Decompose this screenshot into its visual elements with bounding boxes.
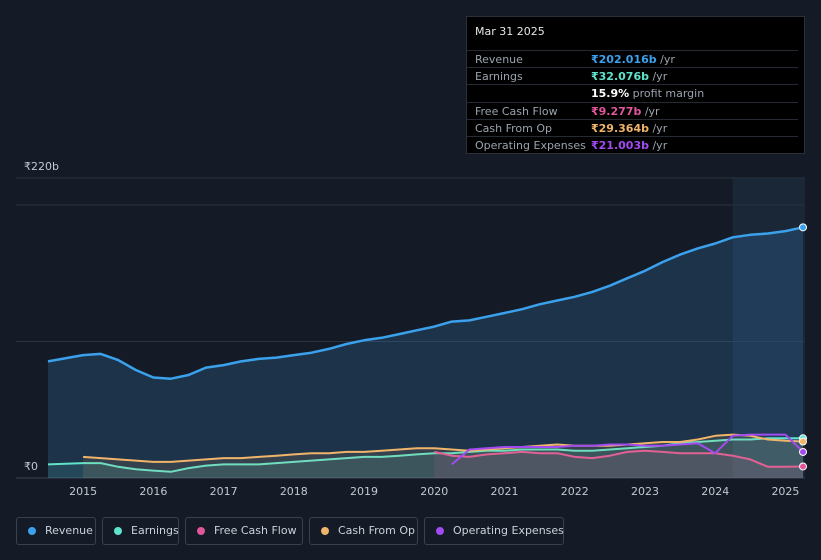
legend-item-operating-expenses[interactable]: Operating Expenses [424, 517, 564, 545]
legend-dot-icon [28, 527, 36, 535]
tooltip-row: Revenue ₹202.016b /yr [467, 50, 798, 68]
y-tick-label: ₹0 [24, 460, 38, 473]
tooltip-row-label: Operating Expenses [475, 139, 586, 152]
x-tick-label: 2021 [491, 485, 519, 498]
tooltip-row-label: Revenue [475, 53, 523, 66]
free-cash-flow-end-dot [799, 462, 807, 471]
x-tick-label: 2018 [280, 485, 308, 498]
y-tick-label: ₹220b [24, 160, 59, 173]
x-tick-label: 2017 [210, 485, 238, 498]
tooltip-panel: Mar 31 2025 Revenue ₹202.016b /yr Earnings… [466, 16, 805, 154]
tooltip-row-value: ₹202.016b /yr [591, 53, 675, 66]
tooltip-row-unit: /yr [648, 139, 668, 152]
cash-from-op-line [83, 433, 804, 463]
legend-item-revenue[interactable]: Revenue [16, 517, 96, 545]
tooltip-row-value: ₹21.003b /yr [591, 139, 668, 152]
operating-expenses-end-dot [799, 447, 807, 456]
x-tick-label: 2022 [561, 485, 589, 498]
cash-from-op-end-dot [799, 437, 807, 446]
y-axis-ticks: ₹220b ₹0 [24, 160, 59, 473]
x-axis-ticks: 2015 2016 2017 2018 2019 2020 2021 2022 2023 2024… [69, 485, 799, 498]
earnings-area [48, 438, 803, 478]
tooltip-row-unit: /yr [656, 53, 675, 66]
tooltip-row-unit: /yr [648, 70, 668, 84]
legend-item-free-cash-flow[interactable]: Free Cash Flow [185, 517, 303, 545]
tooltip-row: Earnings ₹32.076b /yr [467, 67, 798, 85]
free-cash-flow-line [434, 449, 804, 468]
tooltip-row-value: 15.9% profit margin [591, 87, 705, 101]
x-tick-label: 2024 [701, 485, 729, 498]
x-tick-label: 2025 [771, 485, 799, 498]
earnings-line [47, 437, 803, 473]
tooltip-row-value: ₹9.277b /yr [591, 104, 660, 118]
tooltip-row-unit: /yr [641, 104, 660, 118]
legend-label: Revenue [45, 524, 93, 537]
legend-dot-icon [321, 527, 329, 535]
x-tick-label: 2015 [69, 485, 97, 498]
tooltip-row-label: Cash From Op [475, 121, 553, 135]
legend-item-cash-from-op[interactable]: Cash From Op [309, 517, 418, 545]
tooltip-row-value: ₹29.364b /yr [591, 121, 668, 135]
legend-dot-icon [114, 527, 122, 535]
series-layer [47, 226, 804, 478]
tooltip-row-unit: /yr [648, 121, 668, 135]
x-tick-label: 2019 [350, 485, 378, 498]
legend-dot-icon [197, 527, 205, 535]
revenue-line [47, 226, 804, 380]
revenue-area [48, 227, 803, 478]
tooltip-row-label: Earnings [475, 70, 523, 84]
legend-dot-icon [436, 527, 444, 535]
tooltip-row-unit: profit margin [629, 87, 705, 101]
series-end-markers [799, 223, 807, 471]
x-tick-label: 2016 [139, 485, 167, 498]
free-cash-flow-area [434, 450, 803, 478]
legend-label: Operating Expenses [453, 524, 564, 537]
legend-label: Earnings [131, 524, 179, 537]
grid-lines [16, 177, 805, 479]
tooltip-row: Cash From Op ₹29.364b /yr [467, 118, 798, 137]
tooltip-row: Operating Expenses ₹21.003b /yr [467, 136, 798, 154]
x-tick-label: 2020 [420, 485, 448, 498]
operating-expenses-line [451, 433, 804, 466]
legend-label: Cash From Op [338, 524, 416, 537]
x-tick-label: 2023 [631, 485, 659, 498]
revenue-end-dot [799, 223, 807, 232]
legend-item-earnings[interactable]: Earnings [102, 517, 179, 545]
past-year-highlight [732, 178, 805, 478]
tooltip-row: 15.9% profit margin [467, 84, 798, 102]
legend-label: Free Cash Flow [214, 524, 297, 537]
tooltip-date: Mar 31 2025 [475, 25, 545, 38]
tooltip-row-value: ₹32.076b /yr [591, 70, 668, 84]
tooltip-row-label: Free Cash Flow [475, 104, 558, 118]
tooltip-row: Free Cash Flow ₹9.277b /yr [467, 101, 798, 120]
